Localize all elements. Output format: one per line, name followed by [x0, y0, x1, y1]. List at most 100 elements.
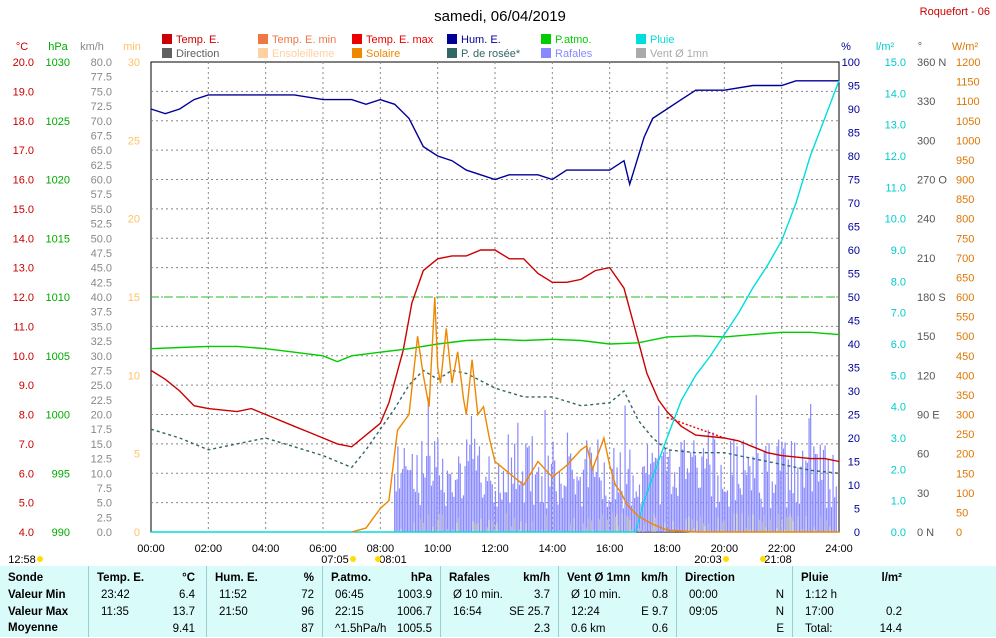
axis-tick-kmh: 80.0	[91, 57, 112, 69]
axis-tick-hpa: 1010	[46, 292, 70, 304]
axis-tick-pct: 100	[842, 57, 860, 69]
x-tick-label: 08:00	[367, 543, 395, 555]
axis-tick-kmh: 20.0	[91, 410, 112, 422]
axis-tick-deg: 30	[917, 488, 929, 500]
axis-tick-wm2: 900	[956, 175, 974, 187]
x-tick-label: 12:00	[481, 543, 509, 555]
axis-tick-wm2: 600	[956, 292, 974, 304]
sun-time-label: 08:01	[379, 554, 407, 566]
axis-tick-wm2: 950	[956, 155, 974, 167]
axis-tick-pct: 25	[848, 410, 860, 422]
axis-tick-rain: 2.0	[891, 464, 906, 476]
axis-tick-pct: 45	[848, 316, 860, 328]
axis-tick-kmh: 10.0	[91, 468, 112, 480]
stats-value: 14.4	[879, 623, 902, 635]
axis-tick-deg: 270 O	[917, 175, 947, 187]
series-lines	[150, 80, 840, 533]
stats-time: 00:00	[689, 589, 718, 601]
stats-col-dir: Direction 00:00 N 09:05 N E	[676, 566, 792, 637]
stats-time: Total:	[805, 623, 833, 635]
axis-tick-rain: 0.0	[891, 527, 906, 539]
stats-value: 1003.9	[396, 589, 432, 601]
axis-tick-kmh: 77.5	[91, 72, 112, 84]
axis-tick-deg: 360 N	[917, 57, 946, 69]
axis-tick-pct: 20	[848, 433, 860, 445]
stats-value: E	[776, 623, 784, 635]
axis-tick-deg: 60	[917, 449, 929, 461]
legend-swatch	[258, 48, 268, 58]
series-line-hum-e-	[150, 80, 839, 187]
axis-tick-rain: 9.0	[891, 245, 906, 257]
axis-tick-pct: 40	[848, 339, 860, 351]
axis-tick-rain: 12.0	[885, 151, 906, 163]
x-tick-label: 22:00	[768, 543, 796, 555]
axis-tick-wm2: 700	[956, 253, 974, 265]
x-tick-label: 10:00	[424, 543, 452, 555]
row-min-label: Valeur Min	[8, 589, 66, 601]
axis-tick-kmh: 67.5	[91, 130, 112, 142]
axis-tick-deg: 330	[917, 96, 935, 108]
axis-tick-pct: 15	[848, 457, 860, 469]
axis-tick-hpa: 1015	[46, 233, 70, 245]
stats-value: N	[775, 606, 784, 618]
axis-tick-min: 25	[128, 135, 140, 147]
axis-tick-temp: 7.0	[19, 439, 34, 451]
axis-tick-kmh: 40.0	[91, 292, 112, 304]
sun-icon	[723, 556, 729, 562]
axis-tick-wm2: 100	[956, 488, 974, 500]
axis-tick-hpa: 995	[52, 468, 70, 480]
axis-tick-pct: 85	[848, 128, 860, 140]
axis-unit-temp: °C	[16, 41, 28, 53]
axis-tick-pct: 0	[854, 527, 860, 539]
stats-header: P.atmo.	[331, 572, 372, 584]
row-avg-label: Moyenne	[8, 622, 58, 634]
axis-tick-kmh: 47.5	[91, 248, 112, 260]
legend-label: P.atmo.	[555, 34, 592, 46]
axis-tick-kmh: 30.0	[91, 351, 112, 363]
axis-tick-hpa: 990	[52, 527, 70, 539]
axis-tick-deg: 180 S	[917, 292, 946, 304]
stats-time: 23:42	[101, 589, 130, 601]
axis-tick-rain: 5.0	[891, 370, 906, 382]
stats-value: 13.7	[172, 606, 195, 618]
axis-tick-hpa: 1000	[46, 410, 70, 422]
axis-tick-rain: 4.0	[891, 402, 906, 414]
axis-tick-rain: 11.0	[885, 182, 906, 194]
axis-tick-temp: 5.0	[19, 498, 34, 510]
legend-swatch	[162, 48, 172, 58]
legend-swatch	[447, 48, 457, 58]
sun-time-label: 21:08	[764, 554, 792, 566]
axis-tick-pct: 50	[848, 292, 860, 304]
legend-swatch	[636, 34, 646, 44]
stats-col-vent: Vent Ø 1mn km/h Ø 10 min. 0.8 12:24 E 9.7 0.6 …	[558, 566, 676, 637]
axis-tick-kmh: 45.0	[91, 263, 112, 275]
stats-value: 0.2	[886, 606, 902, 618]
axis-tick-temp: 20.0	[13, 57, 34, 69]
x-tick-label: 00:00	[137, 543, 165, 555]
axis-tick-temp: 18.0	[13, 116, 34, 128]
stats-unit: %	[303, 572, 314, 584]
axis-tick-temp: 8.0	[19, 410, 34, 422]
stats-value: SE 25.7	[509, 606, 550, 618]
axis-unit-pct: %	[841, 41, 851, 53]
axis-tick-pct: 65	[848, 222, 860, 234]
axis-tick-wm2: 0	[956, 527, 962, 539]
axis-tick-deg: 240	[917, 214, 935, 226]
x-tick-label: 18:00	[653, 543, 681, 555]
axis-tick-deg: 150	[917, 331, 935, 343]
stats-value: 3.7	[534, 589, 550, 601]
axis-tick-temp: 6.0	[19, 468, 34, 480]
axis-tick-temp: 9.0	[19, 380, 34, 392]
axis-tick-rain: 1.0	[891, 496, 906, 508]
axis-tick-rain: 6.0	[891, 339, 906, 351]
legend-swatch	[352, 48, 362, 58]
axis-tick-pct: 10	[848, 480, 860, 492]
axis-tick-kmh: 52.5	[91, 219, 112, 231]
stats-value: 96	[301, 606, 314, 618]
axis-tick-temp: 17.0	[13, 145, 34, 157]
axis-unit-deg: °	[918, 41, 922, 53]
legend-label: Solaire	[366, 48, 400, 60]
axis-tick-wm2: 50	[956, 507, 968, 519]
legend-label: Rafales	[555, 48, 593, 60]
axis-tick-rain: 10.0	[885, 214, 906, 226]
